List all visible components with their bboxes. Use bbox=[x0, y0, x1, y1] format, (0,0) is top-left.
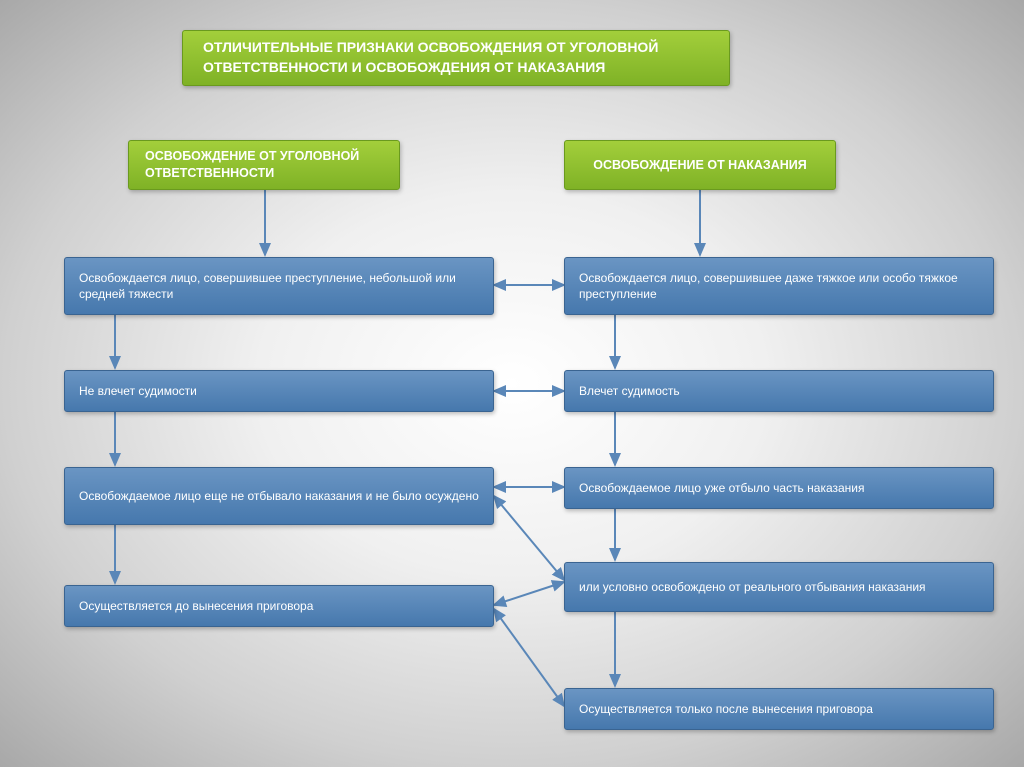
diagram-title: ОТЛИЧИТЕЛЬНЫЕ ПРИЗНАКИ ОСВОБОЖДЕНИЯ ОТ У… bbox=[182, 30, 730, 86]
left-header-text: ОСВОБОЖДЕНИЕ ОТ УГОЛОВНОЙ ОТВЕТСТВЕННОСТ… bbox=[145, 148, 383, 182]
item-text: Осуществляется до вынесения приговора bbox=[79, 598, 313, 614]
right-item-1: Влечет судимость bbox=[564, 370, 994, 412]
right-item-0: Освобождается лицо, совершившее даже тяж… bbox=[564, 257, 994, 315]
item-text: Осуществляется только после вынесения пр… bbox=[579, 701, 873, 717]
item-text: Освобождаемое лицо уже отбыло часть нака… bbox=[579, 480, 865, 496]
item-text: Освобождаемое лицо еще не отбывало наказ… bbox=[79, 488, 479, 504]
left-item-2: Освобождаемое лицо еще не отбывало наказ… bbox=[64, 467, 494, 525]
left-item-0: Освобождается лицо, совершившее преступл… bbox=[64, 257, 494, 315]
item-text: Влечет судимость bbox=[579, 383, 680, 399]
item-text: Не влечет судимости bbox=[79, 383, 197, 399]
title-text: ОТЛИЧИТЕЛЬНЫЕ ПРИЗНАКИ ОСВОБОЖДЕНИЯ ОТ У… bbox=[203, 38, 709, 77]
left-item-3: Осуществляется до вынесения приговора bbox=[64, 585, 494, 627]
right-item-3: или условно освобождено от реального отб… bbox=[564, 562, 994, 612]
item-text: или условно освобождено от реального отб… bbox=[579, 579, 926, 595]
right-item-2: Освобождаемое лицо уже отбыло часть нака… bbox=[564, 467, 994, 509]
right-header-text: ОСВОБОЖДЕНИЕ ОТ НАКАЗАНИЯ bbox=[593, 157, 807, 174]
right-item-4: Осуществляется только после вынесения пр… bbox=[564, 688, 994, 730]
item-text: Освобождается лицо, совершившее даже тяж… bbox=[579, 270, 979, 302]
left-column-header: ОСВОБОЖДЕНИЕ ОТ УГОЛОВНОЙ ОТВЕТСТВЕННОСТ… bbox=[128, 140, 400, 190]
left-item-1: Не влечет судимости bbox=[64, 370, 494, 412]
item-text: Освобождается лицо, совершившее преступл… bbox=[79, 270, 479, 302]
right-column-header: ОСВОБОЖДЕНИЕ ОТ НАКАЗАНИЯ bbox=[564, 140, 836, 190]
